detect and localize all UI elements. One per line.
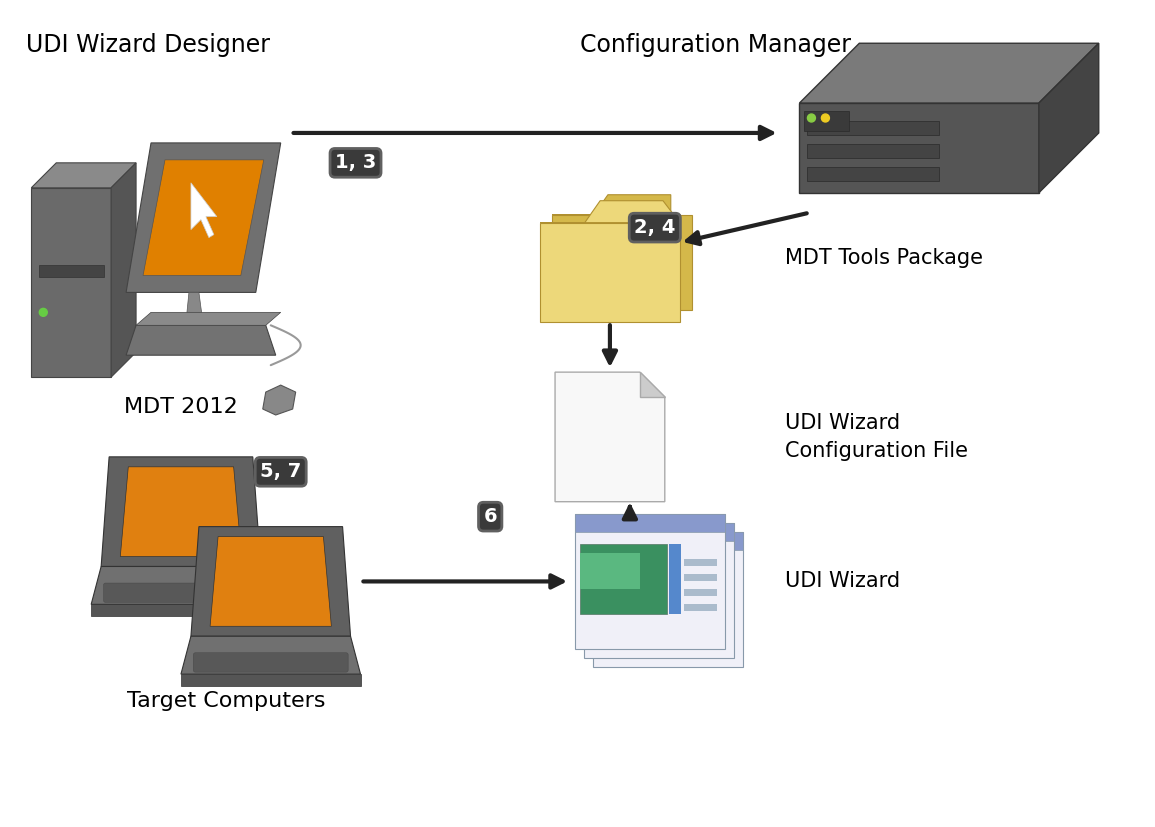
Polygon shape bbox=[91, 566, 270, 605]
FancyBboxPatch shape bbox=[584, 523, 733, 541]
FancyBboxPatch shape bbox=[580, 552, 640, 589]
FancyBboxPatch shape bbox=[807, 167, 939, 181]
Polygon shape bbox=[210, 537, 331, 626]
FancyBboxPatch shape bbox=[807, 121, 939, 135]
Polygon shape bbox=[91, 605, 270, 616]
Polygon shape bbox=[181, 674, 360, 686]
FancyBboxPatch shape bbox=[684, 559, 717, 566]
Text: Configuration Manager: Configuration Manager bbox=[580, 33, 851, 57]
Polygon shape bbox=[191, 527, 351, 636]
Polygon shape bbox=[126, 325, 276, 355]
Polygon shape bbox=[181, 636, 360, 674]
Polygon shape bbox=[262, 385, 296, 415]
FancyBboxPatch shape bbox=[684, 574, 717, 581]
Polygon shape bbox=[640, 372, 665, 397]
Polygon shape bbox=[143, 160, 263, 275]
Polygon shape bbox=[136, 313, 281, 325]
Polygon shape bbox=[31, 188, 111, 377]
Text: 2, 4: 2, 4 bbox=[634, 218, 676, 237]
Circle shape bbox=[821, 114, 829, 122]
Text: UDI Wizard: UDI Wizard bbox=[784, 571, 900, 591]
Polygon shape bbox=[186, 293, 203, 323]
Polygon shape bbox=[120, 466, 241, 557]
Text: UDI Wizard
Configuration File: UDI Wizard Configuration File bbox=[784, 413, 968, 461]
Text: Target Computers: Target Computers bbox=[127, 691, 325, 711]
Polygon shape bbox=[191, 183, 217, 237]
Polygon shape bbox=[102, 457, 261, 566]
Polygon shape bbox=[126, 143, 281, 293]
FancyBboxPatch shape bbox=[807, 144, 939, 158]
Circle shape bbox=[39, 308, 47, 316]
Polygon shape bbox=[556, 372, 665, 502]
FancyBboxPatch shape bbox=[575, 514, 724, 648]
Polygon shape bbox=[799, 43, 1098, 103]
Text: MDT Tools Package: MDT Tools Package bbox=[784, 247, 983, 267]
Polygon shape bbox=[799, 103, 1038, 193]
Text: 1, 3: 1, 3 bbox=[335, 153, 377, 172]
FancyBboxPatch shape bbox=[684, 589, 717, 596]
Text: 6: 6 bbox=[484, 507, 497, 526]
FancyBboxPatch shape bbox=[593, 532, 743, 550]
FancyBboxPatch shape bbox=[580, 544, 666, 614]
FancyBboxPatch shape bbox=[104, 583, 259, 602]
Polygon shape bbox=[111, 163, 136, 377]
Polygon shape bbox=[31, 163, 136, 188]
Text: UDI Wizard Designer: UDI Wizard Designer bbox=[27, 33, 270, 57]
FancyBboxPatch shape bbox=[684, 604, 717, 611]
Text: MDT 2012: MDT 2012 bbox=[124, 397, 238, 417]
FancyBboxPatch shape bbox=[193, 653, 348, 672]
Polygon shape bbox=[552, 194, 671, 215]
FancyBboxPatch shape bbox=[669, 544, 681, 614]
Polygon shape bbox=[541, 201, 680, 222]
Polygon shape bbox=[552, 215, 692, 310]
FancyBboxPatch shape bbox=[584, 523, 733, 657]
FancyBboxPatch shape bbox=[39, 265, 104, 277]
FancyBboxPatch shape bbox=[593, 532, 743, 667]
Circle shape bbox=[807, 114, 815, 122]
FancyBboxPatch shape bbox=[804, 111, 849, 131]
Polygon shape bbox=[541, 222, 680, 323]
Polygon shape bbox=[1038, 43, 1098, 193]
FancyBboxPatch shape bbox=[575, 514, 724, 532]
Text: 5, 7: 5, 7 bbox=[260, 462, 301, 481]
